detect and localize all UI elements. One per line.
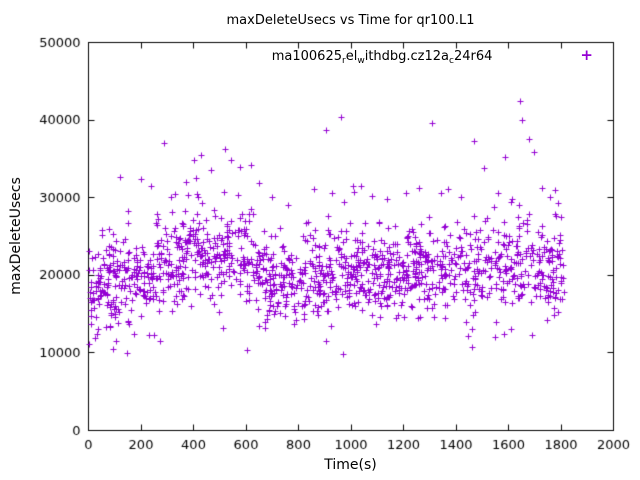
x-axis-label: Time(s) <box>324 457 377 473</box>
legend-label: ma100625relwithdbg.cz12ac24r64 <box>271 49 493 66</box>
chart-title: maxDeleteUsecs vs Time for qr100.L1 <box>226 13 475 28</box>
legend: ma100625relwithdbg.cz12ac24r64 + <box>271 46 593 67</box>
legend-marker-icon: + <box>580 46 593 64</box>
y-axis-label: maxDeleteUsecs <box>8 177 24 295</box>
